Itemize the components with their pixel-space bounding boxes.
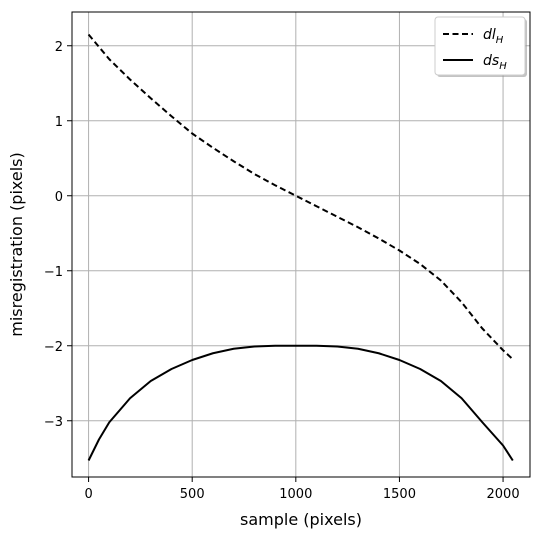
series-line-dl-h bbox=[87, 33, 514, 360]
y-tick-label: −2 bbox=[44, 340, 63, 355]
y-tick-label: 0 bbox=[55, 190, 63, 205]
y-tick-label: −1 bbox=[44, 265, 63, 280]
x-tick-label: 500 bbox=[180, 487, 205, 502]
series-line-ds-h bbox=[87, 344, 514, 462]
x-tick-label: 1500 bbox=[383, 487, 416, 502]
legend-label: dsH bbox=[483, 53, 507, 72]
y-tick-label: −3 bbox=[44, 415, 63, 430]
plot-frame bbox=[71, 11, 531, 478]
legend-label-main: ds bbox=[483, 53, 499, 69]
y-axis-label: misregistration (pixels) bbox=[7, 152, 26, 336]
y-tick-label: 1 bbox=[55, 115, 63, 130]
ticks: 0 500 1000 1500 2000 −3 −2 −1 0 1 2 bbox=[44, 40, 520, 502]
legend-label-subscript: H bbox=[496, 35, 504, 46]
x-tick-label: 2000 bbox=[487, 487, 520, 502]
grid bbox=[72, 12, 530, 477]
legend-label-subscript: H bbox=[499, 61, 507, 72]
y-tick-label: 2 bbox=[55, 40, 63, 55]
series-layer bbox=[87, 33, 514, 462]
x-axis-label: sample (pixels) bbox=[240, 510, 362, 529]
x-tick-label: 0 bbox=[84, 487, 92, 502]
legend-label-main: dl bbox=[483, 27, 496, 43]
x-tick-label: 1000 bbox=[279, 487, 312, 502]
legend-box bbox=[434, 16, 526, 76]
legend-label: dlH bbox=[483, 27, 504, 46]
